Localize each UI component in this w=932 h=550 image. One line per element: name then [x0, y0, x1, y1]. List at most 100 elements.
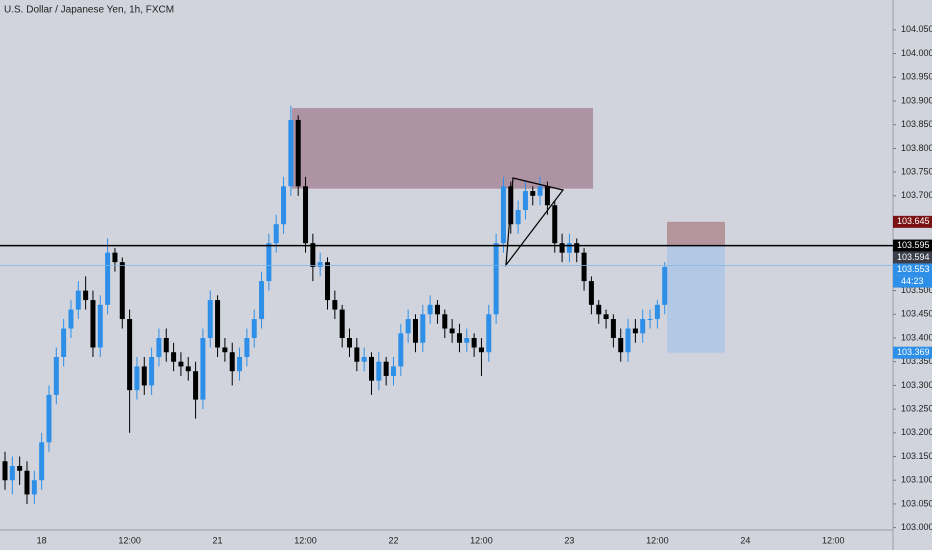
candle-body [281, 186, 287, 225]
candle-body [178, 361, 184, 367]
y-tick-label: 103.900 [901, 95, 932, 105]
candle-body [405, 319, 411, 334]
candle-body [347, 338, 353, 348]
candle-body [127, 319, 133, 391]
candle-body [625, 328, 631, 353]
price-tag-label: 103.594 [897, 252, 930, 262]
price-tag [893, 239, 932, 252]
candle-body [288, 119, 294, 187]
candle-body [522, 191, 528, 211]
candle-body [442, 314, 448, 329]
zones [292, 108, 725, 353]
x-tick-label: 18 [37, 535, 47, 545]
candle-body [273, 224, 279, 244]
candle-body [478, 347, 484, 353]
candle-body [295, 119, 301, 187]
candle-body [200, 338, 206, 400]
candle-body [596, 304, 602, 315]
candle-body [654, 304, 660, 320]
candle-body [303, 186, 309, 244]
candle-body [515, 210, 521, 225]
candle-body [149, 356, 155, 386]
candle-body [251, 319, 257, 339]
price-tag [893, 346, 932, 359]
price-tag [893, 215, 932, 228]
candle-body [412, 319, 418, 343]
x-tick-label: 12:00 [294, 535, 317, 545]
candle-body [398, 333, 404, 367]
candle-body [75, 290, 81, 310]
candle-body [112, 252, 118, 263]
candle-body [566, 243, 572, 253]
axis: 104.050 104.000 103.950 103.900 103.850 103.8… [37, 24, 932, 545]
lines [0, 244, 893, 266]
candle-body [647, 319, 653, 321]
candle-body [97, 304, 103, 348]
candle-body [332, 300, 338, 310]
x-tick-label: 24 [740, 535, 750, 545]
candle-body [222, 347, 228, 353]
candle-body [325, 262, 331, 301]
candle-body [640, 319, 646, 334]
candle-body [574, 243, 580, 253]
candle-body [134, 366, 140, 391]
candle-body [581, 252, 587, 282]
candle-body [486, 314, 492, 353]
candle-body [39, 442, 45, 481]
candle-body [471, 338, 477, 348]
countdown-label: 44:23 [901, 276, 924, 286]
candle-body [420, 314, 426, 343]
y-tick-label: 103.000 [901, 522, 932, 532]
x-tick-label: 12:00 [822, 535, 845, 545]
candle-body [662, 266, 668, 305]
y-tick-label: 103.350 [901, 356, 932, 366]
candle-body [163, 338, 169, 353]
countdown-tag [893, 275, 932, 288]
candle-body [588, 281, 594, 305]
candles [2, 105, 668, 504]
candle-body [53, 356, 59, 395]
y-tick-label: 103.250 [901, 403, 932, 413]
y-tick-label: 103.200 [901, 427, 932, 437]
y-tick-label: 103.500 [901, 285, 932, 295]
y-tick-label: 103.050 [901, 498, 932, 508]
candle-body [500, 186, 506, 244]
candle-body [105, 252, 111, 305]
zone [667, 221, 725, 246]
candle-body [618, 338, 624, 353]
candle-body [193, 371, 199, 400]
candle-body [610, 319, 616, 339]
candle-body [317, 262, 323, 267]
candle-body [237, 356, 243, 372]
candle-body [156, 338, 162, 357]
zone [292, 108, 593, 189]
x-tick-label: 12:00 [470, 535, 493, 545]
candle-body [68, 309, 74, 329]
candle-body [17, 466, 23, 471]
candle-body [434, 304, 440, 315]
candle-body [530, 191, 536, 196]
x-tick-label: 21 [213, 535, 223, 545]
candle-body [493, 243, 499, 315]
candle-body [207, 300, 213, 339]
price-tag-label: 103.369 [897, 347, 930, 357]
candle-body [46, 394, 52, 443]
y-tick-label: 103.800 [901, 143, 932, 153]
x-tick-label: 12:00 [646, 535, 669, 545]
y-tick-label: 103.400 [901, 332, 932, 342]
candle-body [185, 366, 191, 372]
candle-body [24, 470, 30, 495]
y-tick-label: 103.850 [901, 119, 932, 129]
candle-body [83, 290, 89, 301]
candle-body [119, 262, 125, 320]
candle-body [383, 361, 389, 376]
candle-body [61, 328, 67, 357]
candle-body [464, 338, 470, 343]
candle-body [171, 352, 177, 362]
candle-body [449, 328, 455, 334]
y-tick-label: 103.150 [901, 451, 932, 461]
candle-body [90, 300, 96, 348]
y-tick-label: 103.450 [901, 309, 932, 319]
